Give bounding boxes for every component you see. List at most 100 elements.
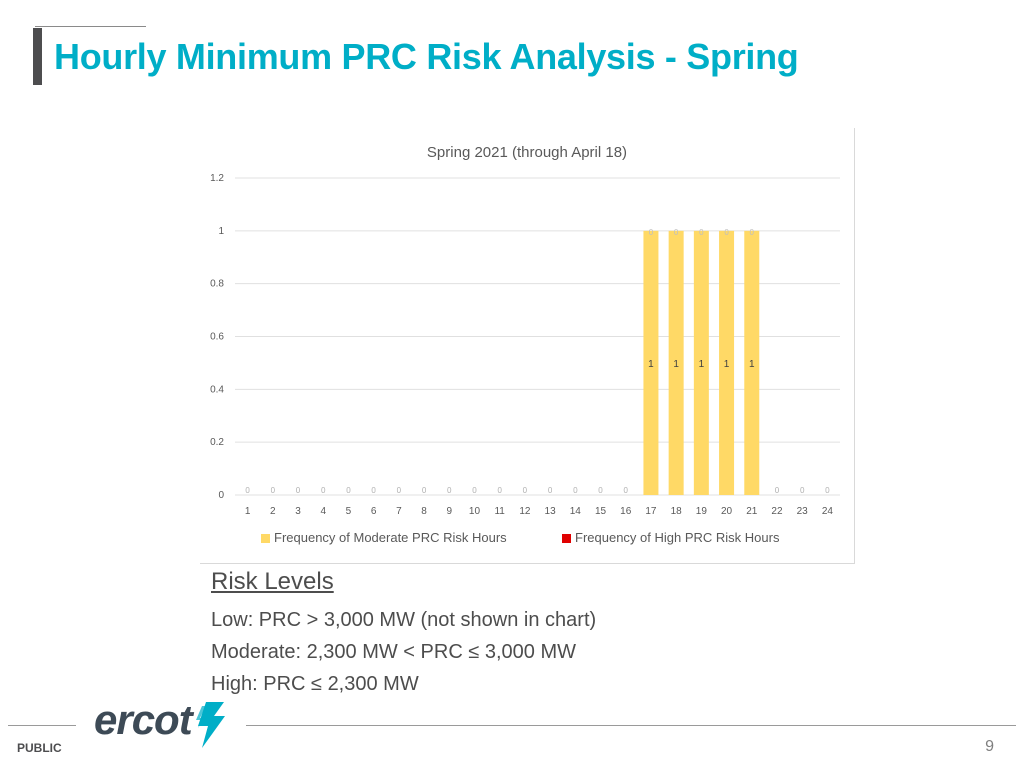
x-tick-label-3: 3	[295, 506, 301, 517]
zero-label-high-22: 0	[775, 486, 780, 495]
x-tick-label-16: 16	[620, 506, 632, 517]
legend-label-moderate: Frequency of Moderate PRC Risk Hours	[274, 530, 507, 545]
x-tick-label-6: 6	[371, 506, 377, 517]
zero-label-moderate-4: 0	[321, 486, 326, 495]
risk-level-moderate: Moderate: 2,300 MW < PRC ≤ 3,000 MW	[211, 641, 576, 663]
zero-label-high-3: 0	[296, 486, 301, 495]
prc-risk-chart: Spring 2021 (through April 18) 0 0.2 0.4 0.6…	[210, 144, 840, 545]
bar-moderate-17	[643, 230, 659, 495]
x-tick-label-10: 10	[469, 506, 481, 517]
x-tick-label-15: 15	[595, 506, 607, 517]
zero-label-moderate-3: 0	[296, 486, 301, 495]
lightning-bolt-icon	[196, 702, 225, 748]
top-rule	[35, 26, 146, 27]
data-label-moderate-19: 1	[699, 359, 705, 370]
zero-label-moderate-24: 0	[825, 486, 830, 495]
x-tick-label-11: 11	[494, 506, 505, 517]
x-tick-label-9: 9	[446, 506, 452, 517]
logo-wordmark: ercot	[94, 696, 193, 743]
risk-levels-heading: Risk Levels	[211, 568, 334, 595]
zero-label-high-14: 0	[573, 486, 578, 495]
bar-moderate-19	[693, 230, 709, 495]
risk-level-low: Low: PRC > 3,000 MW (not shown in chart)	[211, 609, 597, 631]
zero-label-high-8: 0	[422, 486, 427, 495]
zero-label-high-4: 0	[321, 486, 326, 495]
zero-label-moderate-15: 0	[598, 486, 603, 495]
x-tick-label-12: 12	[519, 506, 531, 517]
zero-label-high-17: 0	[649, 228, 654, 237]
zero-label-high-16: 0	[624, 486, 629, 495]
zero-label-high-24: 0	[825, 486, 830, 495]
data-label-moderate-18: 1	[673, 359, 679, 370]
x-tick-label-21: 21	[746, 506, 758, 517]
zero-label-moderate-9: 0	[447, 486, 452, 495]
footer-rule-left	[8, 725, 76, 726]
x-tick-label-20: 20	[721, 506, 733, 517]
legend-swatch-moderate	[261, 534, 270, 543]
x-tick-label-24: 24	[822, 506, 834, 517]
x-tick-label-7: 7	[396, 506, 402, 517]
risk-levels: Risk Levels Low: PRC > 3,000 MW (not sho…	[211, 568, 596, 700]
zero-label-moderate-6: 0	[371, 486, 376, 495]
risk-level-high: High: PRC ≤ 2,300 MW	[211, 673, 419, 695]
zero-label-high-1: 0	[245, 486, 250, 495]
data-label-moderate-20: 1	[724, 359, 730, 370]
zero-label-high-15: 0	[598, 486, 603, 495]
zero-label-high-2: 0	[271, 486, 276, 495]
x-tick-label-13: 13	[545, 506, 557, 517]
y-tick-label-4: 0.8	[210, 279, 224, 290]
ercot-logo: ercot	[94, 696, 225, 748]
y-tick-label-3: 0.6	[210, 332, 224, 343]
x-tick-label-2: 2	[270, 506, 276, 517]
x-tick-label-19: 19	[696, 506, 708, 517]
bar-moderate-20	[719, 230, 735, 495]
x-tick-label-17: 17	[645, 506, 657, 517]
legend-swatch-high	[562, 534, 571, 543]
data-label-moderate-17: 1	[648, 359, 654, 370]
data-label-moderate-21: 1	[749, 359, 755, 370]
y-tick-label-2: 0.4	[210, 384, 224, 395]
zero-label-moderate-22: 0	[775, 486, 780, 495]
slide-title: Hourly Minimum PRC Risk Analysis - Sprin…	[54, 36, 799, 77]
zero-label-moderate-5: 0	[346, 486, 351, 495]
x-tick-label-14: 14	[570, 506, 582, 517]
zero-label-moderate-10: 0	[472, 486, 477, 495]
zero-label-moderate-14: 0	[573, 486, 578, 495]
x-tick-label-5: 5	[346, 506, 352, 517]
x-tick-label-23: 23	[797, 506, 809, 517]
zero-label-moderate-11: 0	[497, 486, 502, 495]
x-tick-label-18: 18	[671, 506, 683, 517]
chart-title: Spring 2021 (through April 18)	[427, 144, 627, 161]
footer-rule-right	[246, 725, 1016, 726]
zero-label-high-19: 0	[699, 228, 704, 237]
y-tick-label-5: 1	[218, 226, 224, 237]
zero-label-high-11: 0	[497, 486, 502, 495]
title-accent-bar	[33, 28, 42, 85]
bar-moderate-21	[744, 230, 760, 495]
zero-label-high-5: 0	[346, 486, 351, 495]
zero-label-high-18: 0	[674, 228, 679, 237]
zero-label-high-9: 0	[447, 486, 452, 495]
y-tick-label-6: 1.2	[210, 173, 224, 184]
zero-label-moderate-7: 0	[397, 486, 402, 495]
zero-label-high-10: 0	[472, 486, 477, 495]
zero-label-high-6: 0	[371, 486, 376, 495]
x-tick-label-22: 22	[771, 506, 783, 517]
zero-label-moderate-2: 0	[271, 486, 276, 495]
zero-label-high-20: 0	[724, 228, 729, 237]
zero-label-moderate-8: 0	[422, 486, 427, 495]
page-number: 9	[985, 738, 994, 755]
zero-label-moderate-1: 0	[245, 486, 250, 495]
chart-container: Spring 2021 (through April 18) 0 0.2 0.4 0.6…	[200, 128, 855, 564]
zero-label-moderate-23: 0	[800, 486, 805, 495]
bar-moderate-18	[668, 230, 684, 495]
zero-label-moderate-13: 0	[548, 486, 553, 495]
y-tick-label-1: 0.2	[210, 437, 224, 448]
zero-label-high-7: 0	[397, 486, 402, 495]
zero-label-high-12: 0	[523, 486, 528, 495]
zero-label-high-13: 0	[548, 486, 553, 495]
zero-label-moderate-16: 0	[624, 486, 629, 495]
x-tick-label-1: 1	[245, 506, 251, 517]
zero-label-high-21: 0	[750, 228, 755, 237]
legend-label-high: Frequency of High PRC Risk Hours	[575, 530, 780, 545]
